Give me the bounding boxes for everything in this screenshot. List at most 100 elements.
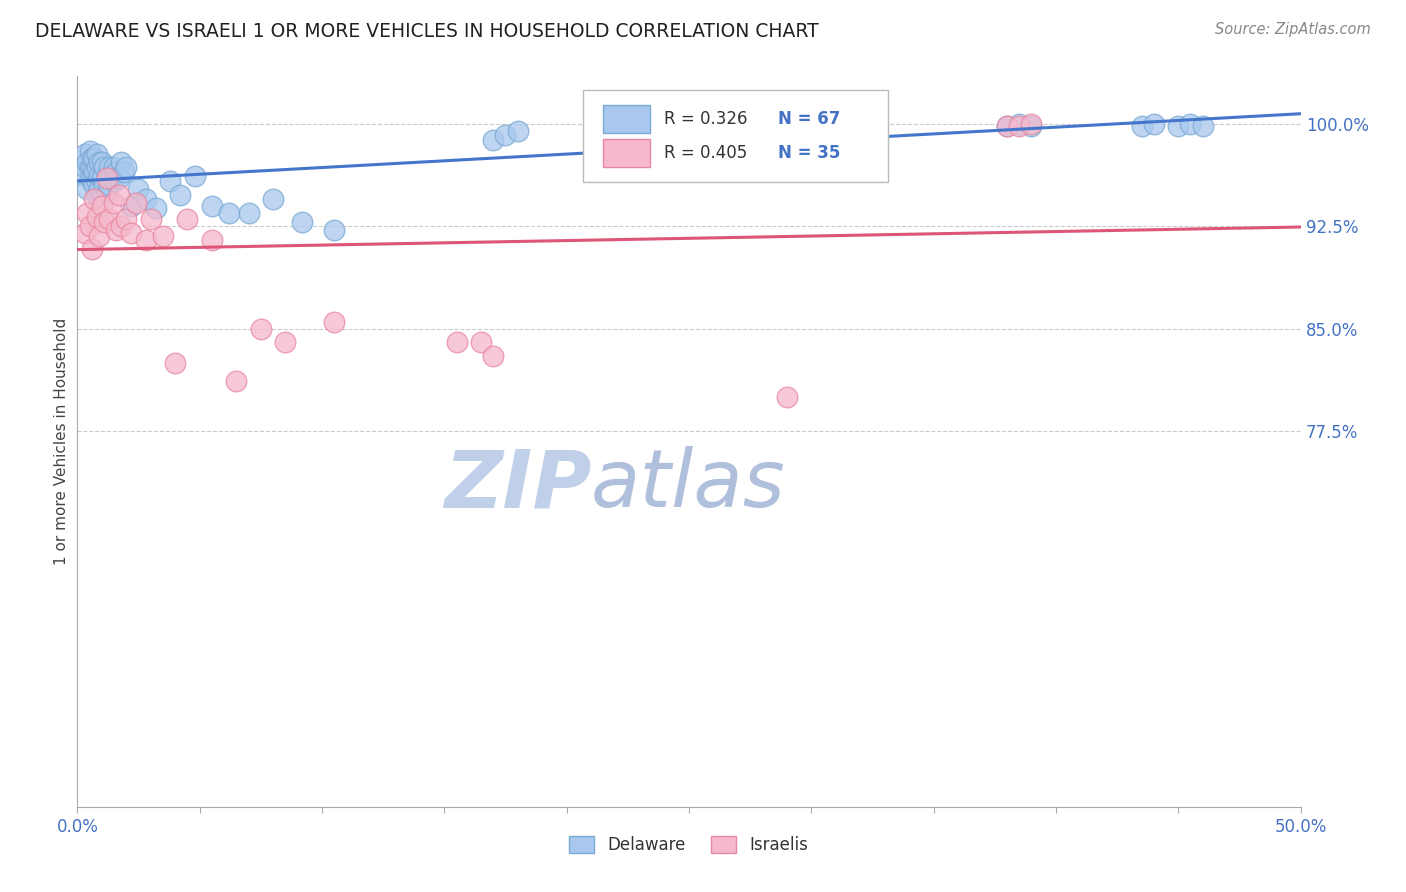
- Point: [103, 161, 125, 175]
- Point: [86, 174, 108, 188]
- Point: [665, 128, 688, 142]
- Point: [79, 144, 101, 158]
- Text: R = 0.326: R = 0.326: [665, 110, 748, 128]
- Point: [135, 192, 157, 206]
- Point: [98, 178, 121, 193]
- Point: [218, 205, 240, 219]
- Point: [274, 335, 297, 350]
- Point: [105, 223, 128, 237]
- Point: [86, 210, 108, 224]
- Point: [76, 205, 98, 219]
- Point: [79, 161, 101, 175]
- Point: [225, 374, 247, 388]
- Point: [98, 212, 121, 227]
- Point: [86, 187, 108, 202]
- Point: [90, 187, 112, 202]
- Y-axis label: 1 or more Vehicles in Household: 1 or more Vehicles in Household: [53, 318, 69, 566]
- Point: [152, 228, 174, 243]
- Point: [105, 164, 128, 178]
- Point: [184, 169, 207, 183]
- Point: [776, 390, 799, 404]
- Text: atlas: atlas: [591, 446, 786, 524]
- Point: [90, 171, 112, 186]
- Point: [83, 192, 105, 206]
- FancyBboxPatch shape: [582, 90, 889, 182]
- Point: [250, 322, 273, 336]
- Point: [108, 187, 131, 202]
- Point: [323, 223, 346, 237]
- Point: [1180, 117, 1202, 131]
- Text: N = 67: N = 67: [779, 110, 841, 128]
- Bar: [603, 105, 650, 133]
- Point: [1191, 120, 1213, 134]
- Point: [83, 151, 105, 165]
- Point: [482, 133, 505, 147]
- Point: [120, 199, 142, 213]
- Point: [93, 178, 115, 193]
- Point: [96, 185, 118, 199]
- Text: Source: ZipAtlas.com: Source: ZipAtlas.com: [1215, 22, 1371, 37]
- Point: [89, 228, 111, 243]
- Bar: [603, 139, 650, 168]
- Point: [751, 122, 773, 136]
- Point: [80, 161, 103, 175]
- Point: [73, 161, 96, 175]
- Point: [995, 120, 1018, 134]
- Point: [176, 212, 198, 227]
- Point: [80, 174, 103, 188]
- Text: ZIP: ZIP: [444, 446, 591, 524]
- Point: [291, 215, 314, 229]
- Point: [96, 171, 118, 186]
- Point: [201, 199, 224, 213]
- Point: [323, 315, 346, 329]
- Point: [83, 178, 105, 193]
- Point: [73, 226, 96, 240]
- Point: [89, 182, 111, 196]
- Point: [120, 226, 142, 240]
- Point: [73, 146, 96, 161]
- Point: [115, 212, 138, 227]
- Point: [80, 151, 103, 165]
- Point: [127, 182, 149, 196]
- Point: [641, 130, 664, 145]
- Text: N = 35: N = 35: [779, 145, 841, 162]
- Point: [110, 219, 132, 234]
- Point: [115, 161, 138, 175]
- Point: [262, 192, 284, 206]
- Point: [1143, 117, 1166, 131]
- Point: [201, 233, 224, 247]
- Point: [103, 174, 125, 188]
- Point: [76, 182, 98, 196]
- Point: [103, 196, 125, 211]
- Point: [89, 155, 111, 169]
- Point: [1021, 120, 1043, 134]
- Point: [470, 335, 492, 350]
- Point: [93, 161, 115, 175]
- Point: [482, 349, 505, 363]
- Point: [1167, 120, 1189, 134]
- Point: [86, 146, 108, 161]
- Point: [654, 133, 676, 147]
- Point: [96, 169, 118, 183]
- Point: [110, 155, 132, 169]
- Legend: Delaware, Israelis: Delaware, Israelis: [569, 836, 808, 854]
- Point: [125, 196, 148, 211]
- Point: [86, 161, 108, 175]
- Point: [145, 202, 167, 216]
- Point: [108, 171, 131, 186]
- Point: [1021, 117, 1043, 131]
- Point: [1008, 117, 1031, 131]
- Point: [70, 167, 93, 181]
- Point: [93, 215, 115, 229]
- Point: [169, 187, 191, 202]
- Point: [89, 169, 111, 183]
- Point: [495, 128, 517, 142]
- Point: [112, 164, 135, 178]
- Point: [446, 335, 468, 350]
- Text: R = 0.405: R = 0.405: [665, 145, 748, 162]
- Point: [83, 164, 105, 178]
- Point: [1008, 120, 1031, 134]
- Point: [165, 356, 187, 370]
- Point: [90, 155, 112, 169]
- Point: [995, 120, 1018, 134]
